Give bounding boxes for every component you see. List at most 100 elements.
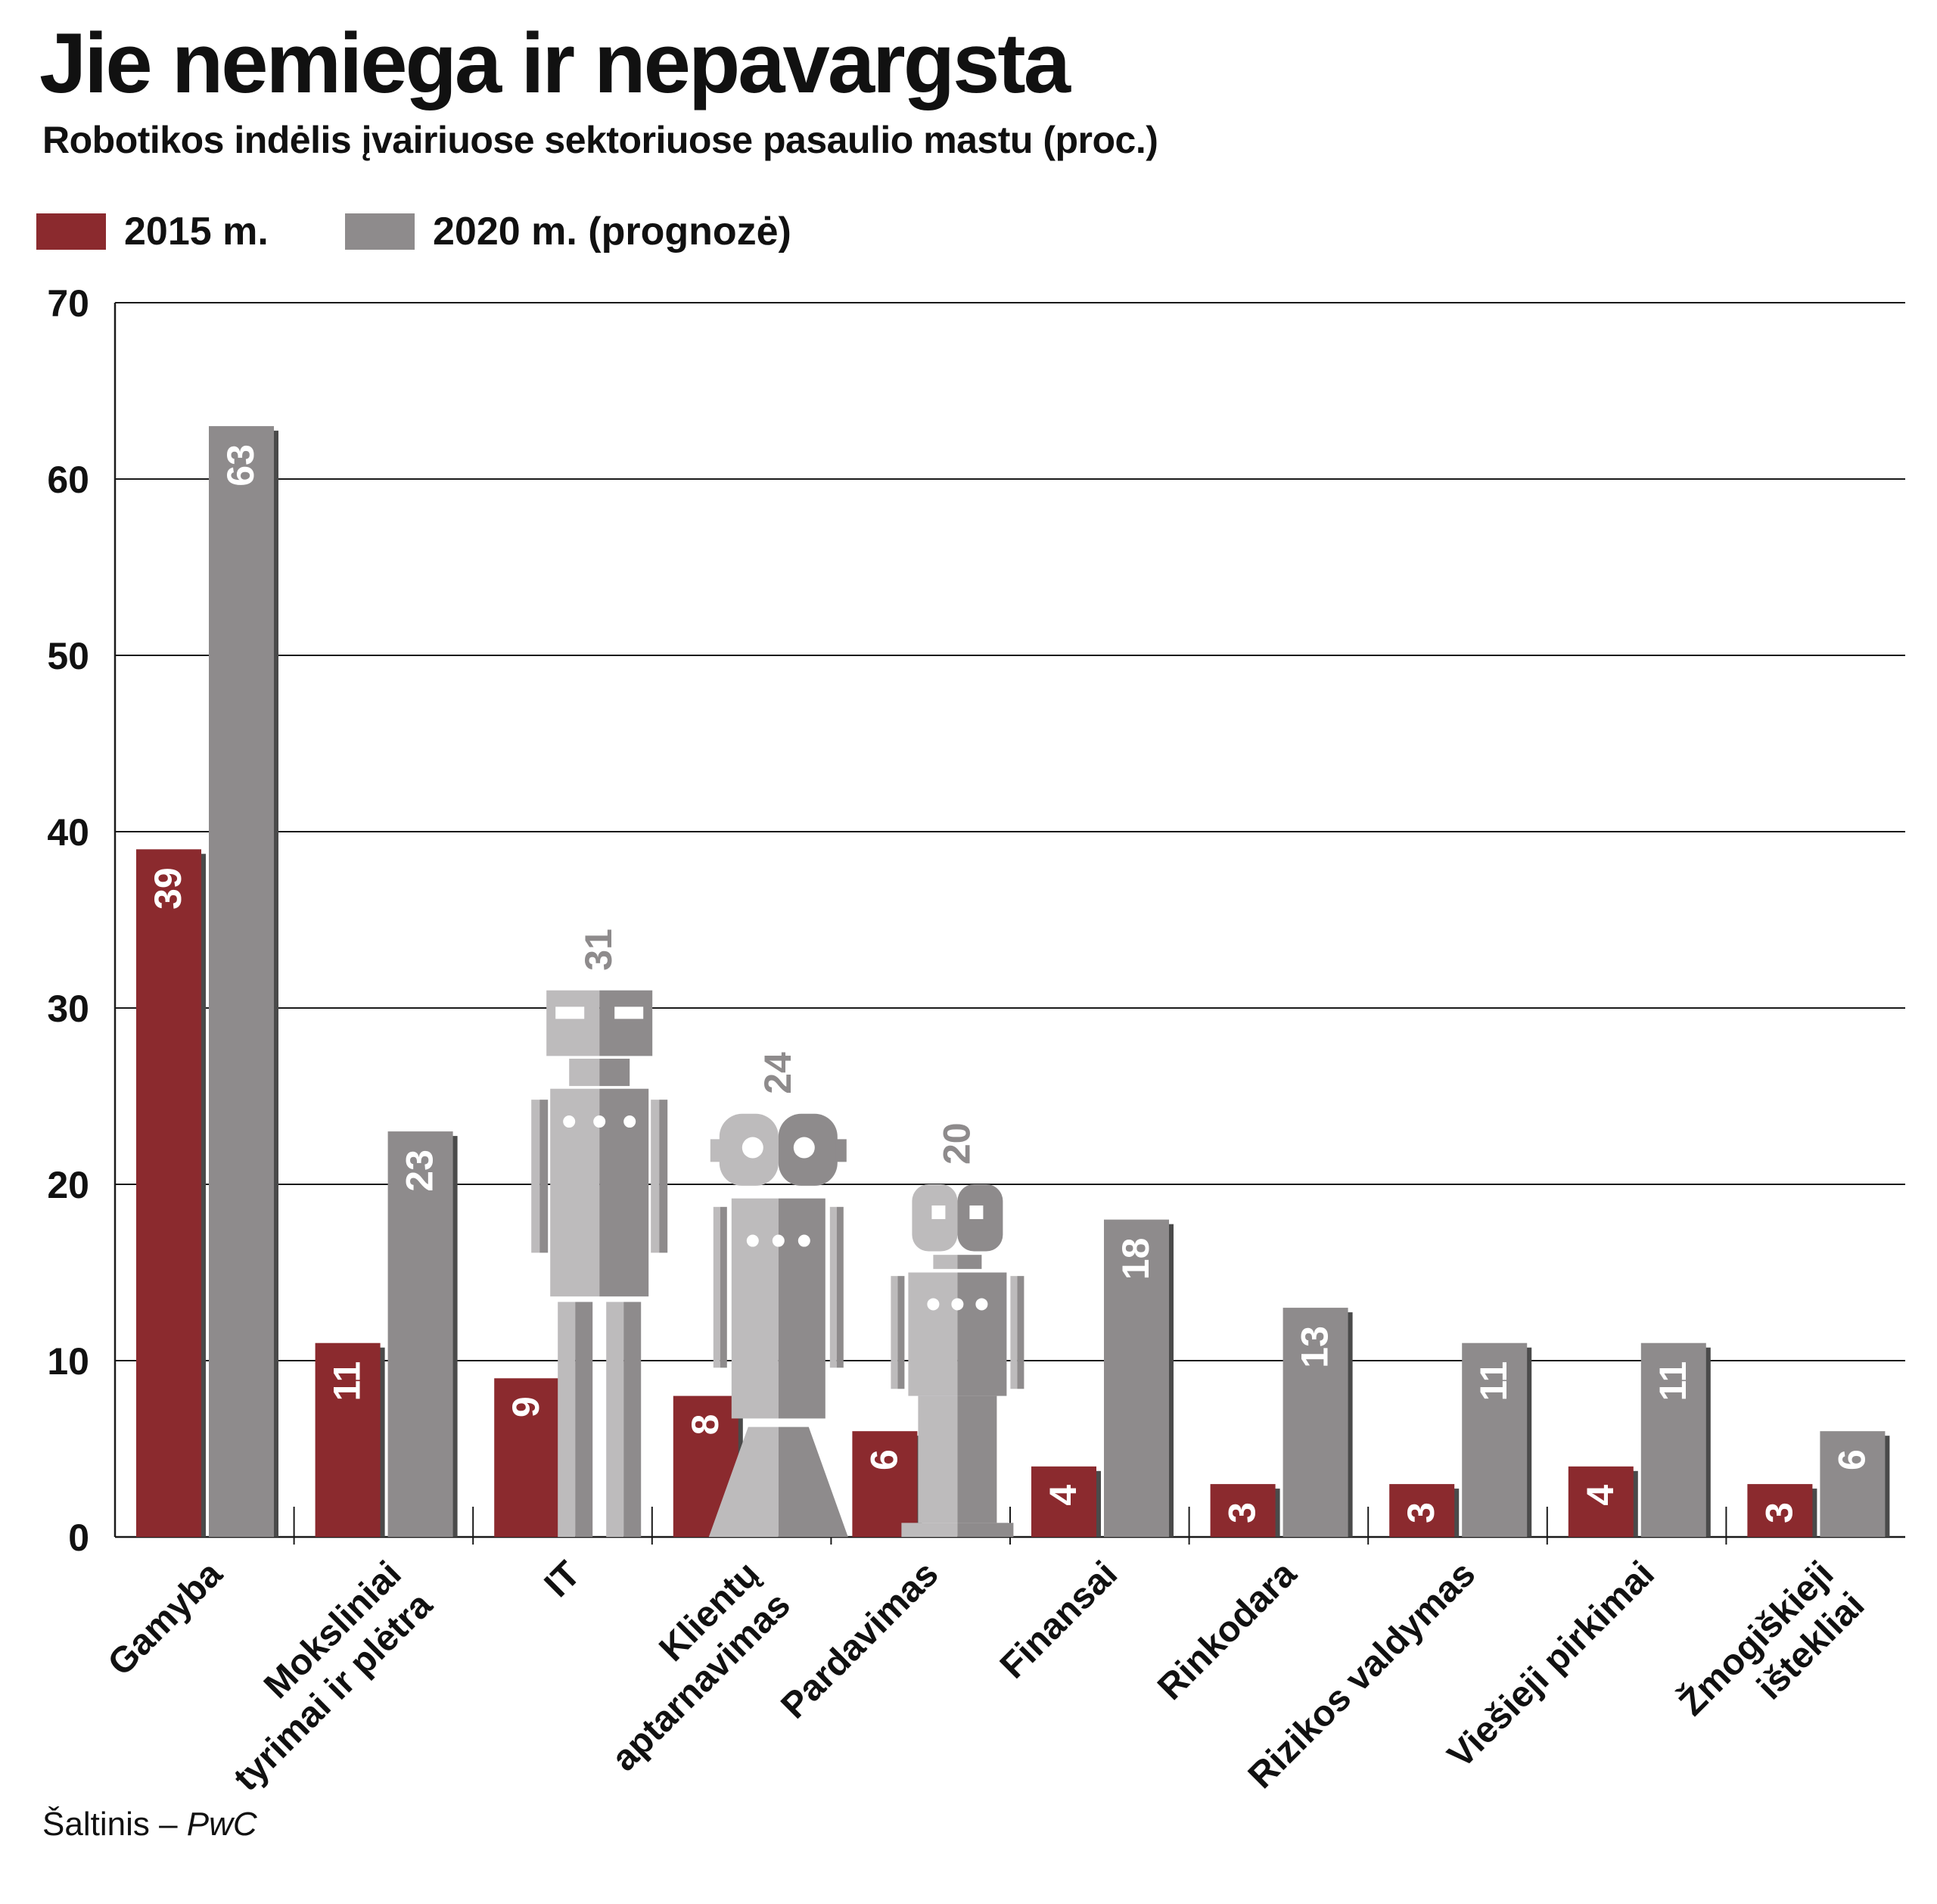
bar-s1-c1 bbox=[387, 1131, 453, 1537]
category-label-2: IT bbox=[537, 1554, 589, 1605]
robot-body-left bbox=[908, 1272, 958, 1396]
legend-item-2020: 2020 m. (prognozė) bbox=[345, 209, 791, 254]
category-label-6: Rinkodara bbox=[1150, 1554, 1304, 1708]
bar-s1-c7 bbox=[1462, 1342, 1528, 1537]
robot-arm-right-right bbox=[1017, 1276, 1024, 1389]
robot-arm-left-right bbox=[720, 1206, 727, 1368]
robot-eye-right bbox=[614, 1006, 644, 1019]
robot-leg-right-left bbox=[606, 1302, 624, 1537]
robot-arm-right-right bbox=[836, 1206, 844, 1368]
robot-body-right bbox=[778, 1198, 825, 1419]
y-tick-label-10: 10 bbox=[47, 1340, 89, 1383]
robot-button-0 bbox=[746, 1234, 759, 1247]
category-labels: Gamyba Moksliniaityrimai ir plėtra IT Klien… bbox=[101, 1553, 1873, 1799]
robot-eye-left bbox=[742, 1137, 763, 1159]
value-label-s1-c6: 13 bbox=[1294, 1326, 1336, 1368]
category-label-line: Pardavimas bbox=[773, 1554, 946, 1726]
robot-button-1 bbox=[772, 1234, 785, 1247]
legend-swatch-2015 bbox=[36, 213, 106, 250]
category-label-5: Finansai bbox=[993, 1554, 1125, 1686]
robot-leg-right-right bbox=[623, 1302, 642, 1537]
robot-head-left bbox=[546, 990, 600, 1056]
bar-s1-c6 bbox=[1283, 1308, 1348, 1537]
category-label-0: Gamyba bbox=[101, 1554, 231, 1684]
robot-figure-small-robot bbox=[891, 1184, 1024, 1537]
bar-s0-c7 bbox=[1389, 1484, 1455, 1537]
robot-arm-left-left bbox=[891, 1276, 898, 1389]
robot-arm-right-left bbox=[651, 1100, 660, 1253]
robot-arm-right-left bbox=[829, 1206, 837, 1368]
robot-arm-right-right bbox=[659, 1100, 668, 1253]
value-label-s0-c9: 3 bbox=[1758, 1502, 1800, 1523]
y-tick-label-40: 40 bbox=[47, 811, 89, 854]
robot-neck-left bbox=[933, 1255, 958, 1269]
value-label-s1-c9: 6 bbox=[1830, 1449, 1873, 1470]
robot-base-left bbox=[708, 1426, 779, 1537]
robot-button-2 bbox=[797, 1234, 810, 1247]
robot-body-right bbox=[957, 1272, 1007, 1396]
bar-s0-c5 bbox=[1031, 1466, 1096, 1537]
bar-s1-c0 bbox=[209, 426, 274, 1537]
value-label-s1-c0: 63 bbox=[219, 444, 262, 487]
robot-ear-left bbox=[710, 1139, 721, 1162]
robot-button-2 bbox=[975, 1298, 988, 1311]
category-label-line: Finansai bbox=[993, 1554, 1125, 1686]
robot-arm-left-right bbox=[897, 1276, 905, 1389]
category-label-line: Rinkodara bbox=[1150, 1554, 1304, 1708]
robot-head-right bbox=[599, 990, 653, 1056]
value-label-s0-c2: 9 bbox=[505, 1396, 547, 1417]
value-label-s0-c0: 39 bbox=[147, 867, 189, 910]
robot-leg-left-left bbox=[558, 1302, 576, 1537]
robot-legs-right bbox=[957, 1395, 997, 1523]
robot-feet-right bbox=[957, 1523, 1014, 1537]
robot-neck-right bbox=[599, 1058, 630, 1087]
robot-button-2 bbox=[623, 1115, 636, 1128]
bar-s0-c0 bbox=[136, 849, 201, 1537]
legend-label-2015: 2015 m. bbox=[124, 210, 269, 254]
legend-swatch-2020 bbox=[345, 213, 415, 250]
category-label-9: Žmogiškiejiištekliai bbox=[1671, 1553, 1873, 1755]
robot-button-1 bbox=[593, 1115, 606, 1128]
robot-figure-round-robot bbox=[708, 1113, 848, 1537]
series-0: 39 11 9 8 6 4 3 3 4 3 bbox=[136, 849, 1817, 1537]
y-tick-label-60: 60 bbox=[47, 459, 89, 501]
value-label-s0-c4: 6 bbox=[863, 1449, 905, 1470]
robot-neck-right bbox=[957, 1255, 982, 1269]
value-label-s1-c5: 18 bbox=[1115, 1238, 1157, 1280]
y-tick-label-20: 20 bbox=[47, 1164, 89, 1206]
robot-arm-left-left bbox=[531, 1100, 540, 1253]
value-label-s1-c4: 20 bbox=[935, 1122, 978, 1165]
bar-s0-c2 bbox=[494, 1378, 560, 1537]
category-label-1: Moksliniaityrimai ir plėtra bbox=[195, 1554, 440, 1799]
robot-figure-tall-robot bbox=[531, 990, 668, 1537]
robot-arm-right-left bbox=[1010, 1276, 1018, 1389]
category-label-line: IT bbox=[537, 1554, 589, 1605]
y-tick-label-0: 0 bbox=[68, 1517, 89, 1559]
bar-s0-c4 bbox=[852, 1431, 918, 1537]
value-label-s0-c3: 8 bbox=[684, 1414, 726, 1436]
value-label-s0-c6: 3 bbox=[1221, 1502, 1264, 1523]
legend-label-2020: 2020 m. (prognozė) bbox=[433, 210, 791, 254]
value-label-s1-c3: 24 bbox=[757, 1052, 799, 1094]
robot-eye-left bbox=[555, 1006, 585, 1019]
category-label-line: Gamyba bbox=[101, 1554, 231, 1684]
value-label-s1-c2: 31 bbox=[577, 929, 620, 971]
chart-subtitle: Robotikos indėlis įvairiuose sektoriuose… bbox=[42, 119, 1158, 161]
robot-neck-left bbox=[569, 1058, 600, 1087]
value-label-s0-c8: 4 bbox=[1579, 1485, 1621, 1506]
robot-eye-left bbox=[931, 1205, 946, 1219]
source-prefix: Šaltinis – bbox=[42, 1806, 187, 1843]
robot-eye-right bbox=[793, 1137, 815, 1159]
source-name: PwC bbox=[186, 1806, 257, 1843]
source-note: Šaltinis – PwC bbox=[42, 1806, 257, 1843]
value-label-s0-c1: 11 bbox=[326, 1361, 368, 1402]
robot-arm-left-right bbox=[539, 1100, 549, 1253]
robot-feet-left bbox=[901, 1523, 958, 1537]
category-label-4: Pardavimas bbox=[773, 1554, 946, 1726]
bar-s0-c9 bbox=[1747, 1484, 1813, 1537]
category-label-3: Klientųaptarnavimas bbox=[574, 1554, 798, 1778]
gridlines bbox=[115, 302, 1905, 1361]
bar-s0-c6 bbox=[1210, 1484, 1276, 1537]
bar-s1-c8 bbox=[1640, 1342, 1706, 1537]
